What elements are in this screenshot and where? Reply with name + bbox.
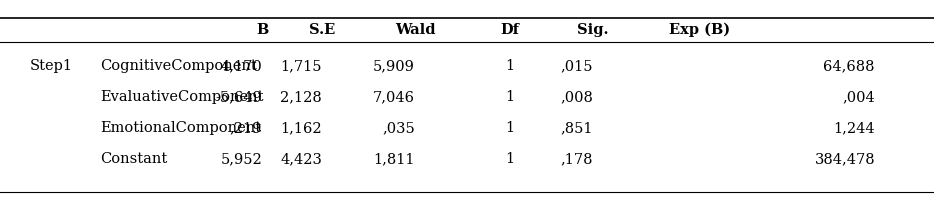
Text: 1,811: 1,811 [374,152,415,166]
Text: ,178: ,178 [560,152,593,166]
Text: -5,649: -5,649 [215,90,262,104]
Text: ,219: ,219 [230,121,262,135]
Text: 1: 1 [505,59,515,73]
Text: 1: 1 [505,152,515,166]
Text: 5,952: 5,952 [220,152,262,166]
Text: 7,046: 7,046 [373,90,415,104]
Text: 5,909: 5,909 [373,59,415,73]
Text: 1,715: 1,715 [280,59,322,73]
Text: EmotionalComponent: EmotionalComponent [100,121,262,135]
Text: ,015: ,015 [560,59,593,73]
Text: ,035: ,035 [382,121,415,135]
Text: 4,170: 4,170 [220,59,262,73]
Text: Sig.: Sig. [577,23,609,37]
Text: ,851: ,851 [560,121,593,135]
Text: 1: 1 [505,121,515,135]
Text: CognitiveComponent: CognitiveComponent [100,59,257,73]
Text: Exp (B): Exp (B) [670,23,730,37]
Text: 64,688: 64,688 [824,59,875,73]
Text: ,008: ,008 [560,90,593,104]
Text: Df: Df [501,23,519,37]
Text: 1,162: 1,162 [280,121,322,135]
Text: Step1: Step1 [30,59,73,73]
Text: 2,128: 2,128 [280,90,322,104]
Text: 1,244: 1,244 [833,121,875,135]
Text: 4,423: 4,423 [280,152,322,166]
Text: B: B [256,23,268,37]
Text: ,004: ,004 [842,90,875,104]
Text: S.E: S.E [309,23,335,37]
Text: 1: 1 [505,90,515,104]
Text: 384,478: 384,478 [814,152,875,166]
Text: Constant: Constant [100,152,167,166]
Text: Wald: Wald [395,23,435,37]
Text: EvaluativeComponent: EvaluativeComponent [100,90,263,104]
